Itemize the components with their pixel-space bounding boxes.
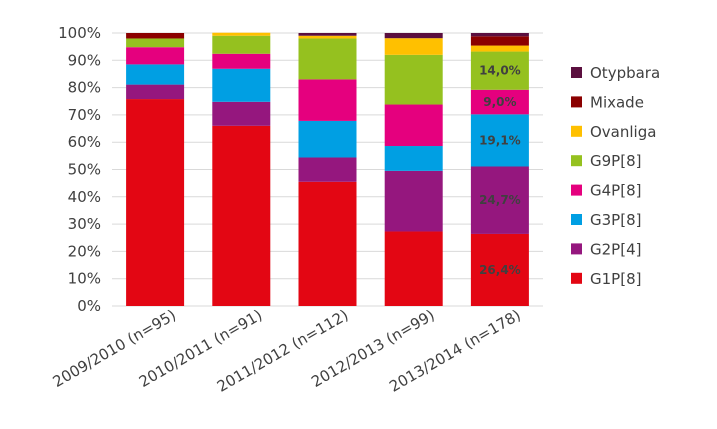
bar-segment (384, 54, 443, 105)
bar-segment (212, 101, 271, 126)
legend-label: G2P[4] (590, 240, 641, 258)
bar-segment (298, 33, 357, 36)
bar-segment (126, 84, 185, 100)
bar-segment (298, 181, 357, 306)
y-tick-label: 60% (68, 133, 101, 151)
bar-segment (470, 233, 529, 306)
bar-segment (470, 114, 529, 167)
y-tick-label: 0% (77, 297, 101, 315)
y-tick-label: 30% (68, 215, 101, 233)
data-label: 24,7% (479, 193, 521, 207)
bar-segment (470, 33, 529, 37)
bar-segment (298, 35, 357, 39)
legend-label: G4P[8] (590, 182, 641, 200)
bars (126, 32, 529, 306)
legend-swatch (571, 184, 582, 196)
legend-swatch (571, 155, 582, 167)
bar-segment (384, 38, 443, 55)
data-label: 14,0% (479, 64, 521, 78)
data-labels: 26,4% 24,7% 19,1% 9,0% 14,0% (479, 64, 521, 277)
bar-segment (470, 51, 529, 90)
bar-segment (470, 166, 529, 234)
legend-label: G3P[8] (590, 211, 641, 229)
bar-segment (212, 32, 271, 36)
bar-segment (384, 33, 443, 39)
legend-label: Ovanliga (590, 123, 656, 141)
bar-segment (470, 45, 529, 52)
bar-segment (470, 89, 529, 115)
y-tick-label: 20% (68, 242, 101, 260)
bar-segment (212, 68, 271, 102)
bar-segment (298, 38, 357, 80)
data-label: 26,4% (479, 263, 521, 277)
legend-swatch (571, 243, 582, 255)
bar-segment (212, 53, 271, 69)
bar-segment (298, 157, 357, 182)
bar-segment (126, 33, 185, 39)
data-label: 9,0% (483, 95, 516, 109)
legend-label: G1P[8] (590, 270, 641, 288)
y-tick-label: 10% (68, 270, 101, 288)
bar-segment (470, 36, 529, 46)
legend-label: Mixade (590, 93, 644, 111)
bar-segment (126, 38, 185, 48)
bar-segment (126, 99, 185, 306)
bar-segment (212, 35, 271, 54)
bar-segment (126, 64, 185, 85)
data-label: 19,1% (479, 133, 521, 147)
bar-segment (298, 79, 357, 121)
y-tick-label: 80% (68, 79, 101, 97)
legend-swatch (571, 214, 582, 225)
legend-swatch (571, 125, 582, 137)
y-tick-label: 40% (68, 188, 101, 206)
legend-label: G9P[8] (590, 152, 641, 170)
legend: Otypbara Mixade Ovanliga G9P[8] G4P[8] G3P[8]… (571, 64, 660, 288)
y-axis: 0% 10% 20% 30% 40% 50% 60% 70% 80% 90% 100% (58, 24, 101, 315)
bar-segment (384, 170, 443, 232)
bar-segment (384, 104, 443, 147)
bar-segment (384, 231, 443, 306)
y-tick-label: 90% (68, 51, 101, 69)
bar-segment (126, 47, 185, 65)
bar-segment (298, 120, 357, 158)
x-axis: 2009/2010 (n=95)2010/2011 (n=91)2011/201… (50, 306, 524, 396)
bar-segment (384, 146, 443, 171)
legend-swatch (571, 67, 582, 78)
legend-swatch (571, 272, 582, 284)
y-tick-label: 100% (58, 24, 101, 42)
legend-label: Otypbara (590, 64, 660, 82)
y-tick-label: 70% (68, 106, 101, 124)
bar-segment (212, 125, 271, 306)
y-tick-label: 50% (68, 161, 101, 179)
legend-swatch (571, 96, 582, 108)
